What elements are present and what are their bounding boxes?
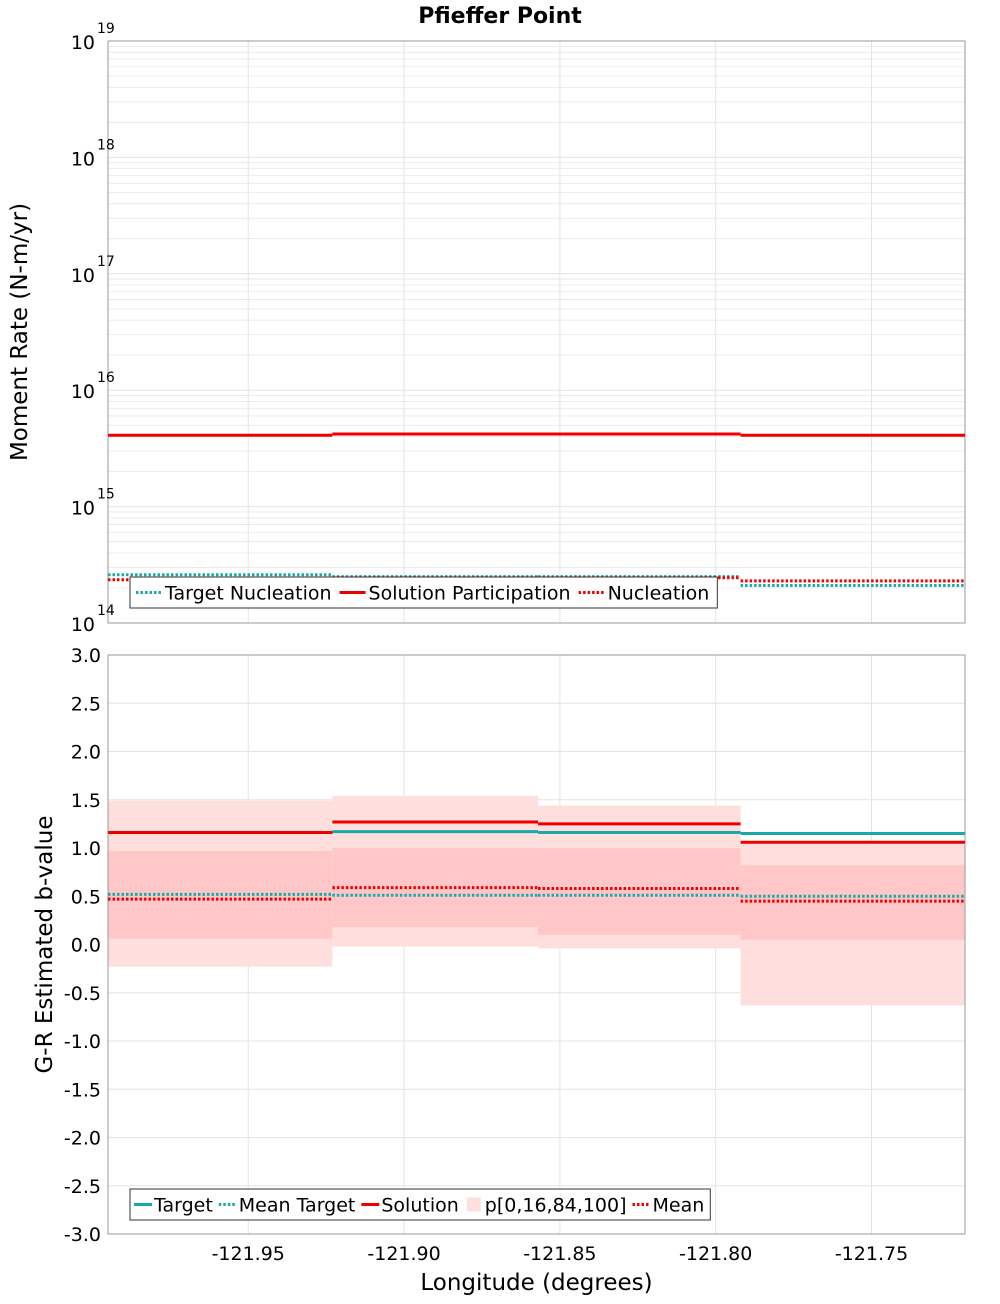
y-tick-label: 0.5 — [71, 886, 101, 908]
percentile-bands — [108, 795, 965, 1006]
band-inner — [332, 848, 539, 928]
legend-label: Solution — [381, 1195, 458, 1217]
y-tick-label: -2.5 — [64, 1176, 101, 1198]
plot-frame — [107, 654, 966, 1235]
legend: Target Nucleation Solution Participation N… — [129, 576, 718, 609]
y-tick-label: -2.0 — [64, 1128, 101, 1150]
legend-entry: p[0,16,84,100] — [466, 1195, 627, 1217]
y-tick-exponent: 15 — [97, 487, 115, 503]
legend-entry: Mean — [632, 1195, 705, 1217]
y-axis-label: Moment Rate (N-m/yr) — [7, 203, 33, 461]
legend-entry: Mean Target — [218, 1195, 356, 1217]
chart-title: Pfieffer Point — [418, 4, 582, 29]
legend-label: Target — [153, 1195, 213, 1217]
y-tick-label: -0.5 — [64, 983, 101, 1005]
series-mean-target — [108, 892, 965, 898]
y-tick-label: 1.5 — [71, 790, 101, 812]
legend-entry: Solution — [361, 1195, 459, 1217]
x-tick-label: -121.85 — [523, 1243, 596, 1265]
legend-entry: Nucleation — [578, 583, 710, 605]
y-tick-base: 10 — [71, 265, 95, 287]
x-tick-label: -121.95 — [212, 1243, 285, 1265]
y-tick-label: 0.0 — [71, 935, 101, 957]
y-tick-label: 2.5 — [71, 693, 101, 715]
legend-label: Solution Participation — [369, 583, 571, 605]
y-tick-label: 2.0 — [71, 742, 101, 764]
x-tick-label: -121.90 — [367, 1243, 440, 1265]
y-tick-base: 10 — [71, 498, 95, 520]
y-tick-label: 3.0 — [71, 645, 101, 667]
legend-entry: Target Nucleation — [136, 583, 332, 605]
legend-label: Mean — [653, 1195, 705, 1217]
x-tick-label: -121.80 — [679, 1243, 752, 1265]
legend-label: Target Nucleation — [164, 583, 332, 605]
series-solution-participation — [108, 432, 965, 437]
y-tick-base: 10 — [71, 32, 95, 54]
legend-box — [129, 576, 718, 609]
y-tick-exponent: 14 — [97, 603, 115, 619]
legend-swatch — [466, 1197, 481, 1212]
y-tick-label: 1.0 — [71, 838, 101, 860]
y-tick-exponent: 18 — [97, 137, 115, 153]
y-tick-exponent: 19 — [97, 21, 115, 37]
x-tick-label: -121.75 — [835, 1243, 908, 1265]
series-mean — [108, 886, 965, 903]
legend-label: Nucleation — [608, 583, 710, 605]
b-value-panel: -3.0 -2.5 -2.0 -1.5 -1.0 -0.5 0.0 0.5 1.0 1.5 2.0 2… — [32, 645, 966, 1296]
y-tick-label: -1.5 — [64, 1079, 101, 1101]
y-tick-base: 10 — [71, 381, 95, 403]
y-tick-exponent: 17 — [97, 254, 115, 270]
y-tick-base: 10 — [71, 614, 95, 636]
y-tick-label: -1.0 — [64, 1031, 101, 1053]
legend-label: Mean Target — [239, 1195, 356, 1217]
legend-entry: Target — [134, 1195, 213, 1217]
legend-entry: Solution Participation — [339, 583, 571, 605]
legend-box — [129, 1188, 711, 1221]
legend: Target Mean Target Solution p[0,16,84,100] M… — [129, 1188, 711, 1221]
y-tick-exponent: 16 — [97, 370, 115, 386]
legend-label: p[0,16,84,100] — [485, 1195, 627, 1217]
y-axis-label: G-R Estimated b-value — [32, 815, 58, 1073]
plot-frame — [107, 40, 966, 624]
y-tick-base: 10 — [71, 148, 95, 170]
y-tick-label: -3.0 — [64, 1224, 101, 1246]
series-solution — [108, 820, 965, 844]
x-axis-label: Longitude (degrees) — [420, 1270, 652, 1296]
band-inner — [538, 848, 741, 935]
